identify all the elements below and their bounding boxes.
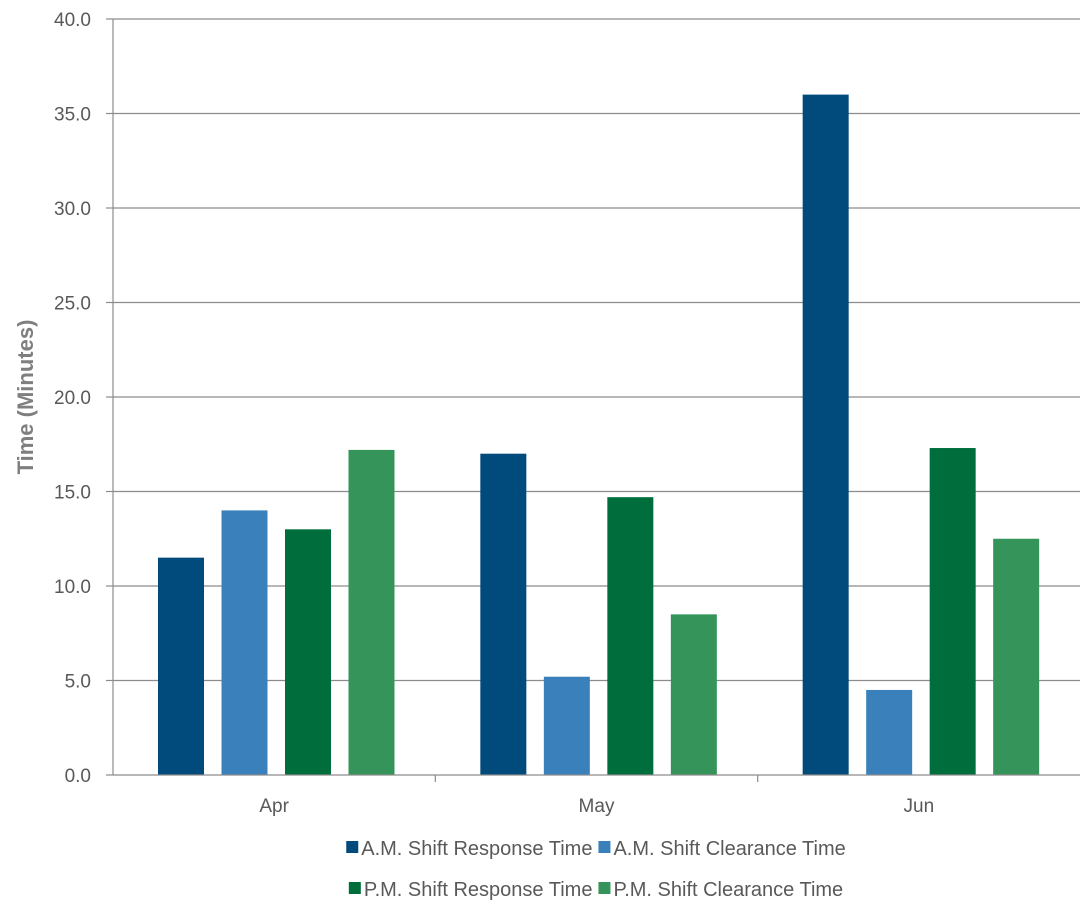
legend-swatch xyxy=(348,882,361,894)
bar xyxy=(221,510,268,775)
y-axis-title: Time (Minutes) xyxy=(13,320,38,475)
legend-label: A.M. Shift Clearance Time xyxy=(613,838,845,860)
y-tick-label: 10.0 xyxy=(54,577,91,598)
legend: A.M. Shift Response Time A.M. Shift Clear… xyxy=(346,838,846,901)
y-tick-label: 30.0 xyxy=(54,199,91,220)
bar xyxy=(348,449,395,775)
y-tick-label: 15.0 xyxy=(54,483,91,504)
y-tick-label: 25.0 xyxy=(54,294,91,315)
legend-row: P.M. Shift Response Time P.M. Shift Clear… xyxy=(348,879,843,901)
legend-swatch xyxy=(598,841,611,853)
bar xyxy=(285,529,331,775)
legend-item: P.M. Shift Clearance Time xyxy=(598,879,843,901)
y-tick-label: 5.0 xyxy=(65,672,91,693)
x-tick-label: Apr xyxy=(259,796,289,817)
bar xyxy=(866,689,913,775)
y-tick-label: 40.0 xyxy=(54,10,91,31)
legend-item: A.M. Shift Response Time xyxy=(346,838,592,860)
bar xyxy=(158,557,204,775)
bar xyxy=(543,676,590,775)
gridlines xyxy=(106,18,1080,776)
y-tick-label: 35.0 xyxy=(54,105,91,126)
legend-item: A.M. Shift Clearance Time xyxy=(598,838,846,860)
legend-label: P.M. Shift Clearance Time xyxy=(613,879,843,901)
y-tick-labels: 0.0 5.0 10.0 15.0 20.0 25.0 30.0 35.0 40.0 xyxy=(54,10,91,787)
bar xyxy=(929,448,976,775)
legend-label: A.M. Shift Response Time xyxy=(361,838,592,860)
bar xyxy=(480,453,527,775)
legend-swatch xyxy=(598,882,611,894)
y-tick-label: 0.0 xyxy=(65,766,91,787)
x-tick-labels: Apr May Jun xyxy=(259,796,934,817)
bar xyxy=(802,94,849,776)
x-tick-label: May xyxy=(579,796,615,817)
y-tick-label: 20.0 xyxy=(54,388,91,409)
bars xyxy=(158,94,1040,776)
legend-label: P.M. Shift Response Time xyxy=(364,879,593,901)
bar xyxy=(607,497,654,775)
legend-swatch xyxy=(346,841,359,853)
legend-row: A.M. Shift Response Time A.M. Shift Clear… xyxy=(346,838,846,860)
legend-item: P.M. Shift Response Time xyxy=(348,879,593,901)
x-tick-label: Jun xyxy=(904,796,935,817)
bar xyxy=(670,614,717,775)
bar xyxy=(993,538,1040,775)
axes xyxy=(112,19,1080,782)
